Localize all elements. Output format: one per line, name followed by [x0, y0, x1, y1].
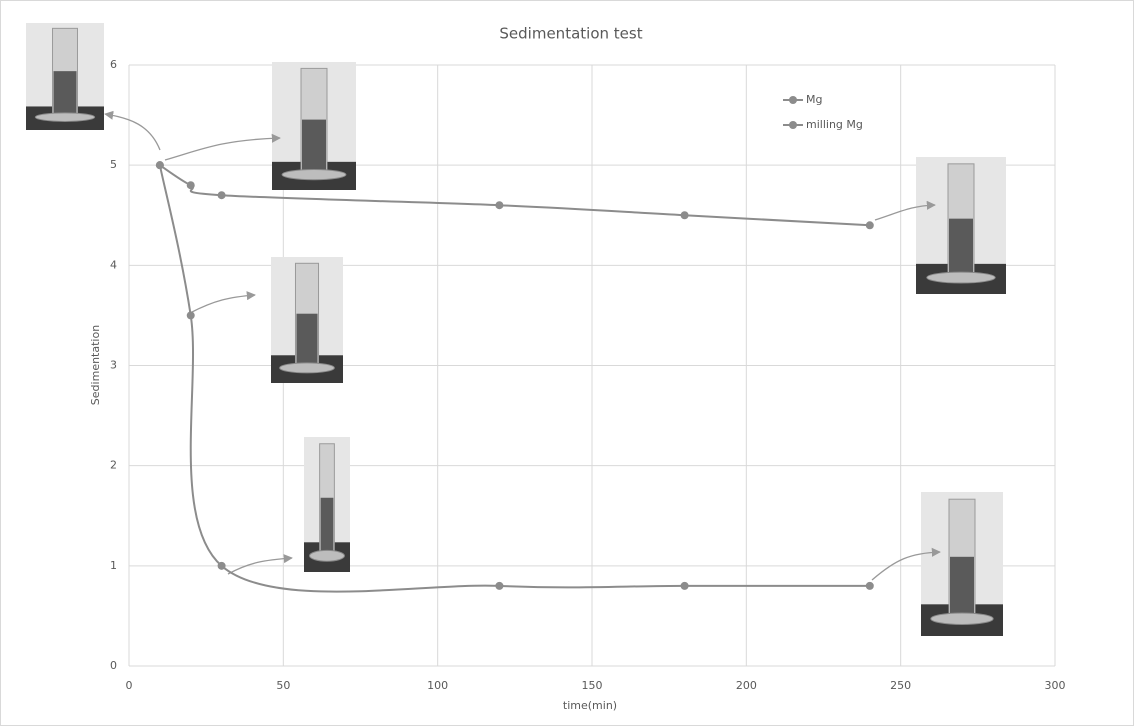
x-axis-label: time(min): [563, 699, 617, 712]
y-tick-label: 5: [110, 158, 117, 171]
sediment: [54, 71, 77, 114]
point: [187, 181, 195, 189]
x-tick-label: 150: [582, 679, 603, 692]
photo: [272, 62, 356, 190]
sediment: [302, 120, 326, 171]
cylinder-base: [310, 550, 345, 561]
legend-label: milling Mg: [806, 118, 863, 131]
point: [218, 562, 226, 570]
cylinder-base: [282, 170, 346, 180]
y-tick-label: 3: [110, 359, 117, 372]
y-tick-label: 6: [110, 58, 117, 71]
cylinder-base: [280, 363, 335, 373]
chart: Sedimentation test time(min) Sedimentati…: [0, 0, 1134, 726]
x-tick-label: 300: [1045, 679, 1066, 692]
x-tick-label: 250: [890, 679, 911, 692]
sediment: [296, 314, 317, 364]
y-tick-label: 1: [110, 559, 117, 572]
chart-title: Sedimentation test: [499, 25, 642, 43]
point: [866, 221, 874, 229]
point: [681, 582, 689, 590]
photo: [26, 23, 104, 130]
cylinder-base: [35, 113, 94, 122]
point: [495, 582, 503, 590]
photo: [304, 437, 350, 572]
x-tick-label: 0: [126, 679, 133, 692]
x-tick-label: 50: [276, 679, 290, 692]
cylinder-base: [931, 613, 993, 625]
point: [218, 191, 226, 199]
point: [495, 201, 503, 209]
x-tick-label: 100: [427, 679, 448, 692]
y-axis-label: Sedimentation: [89, 325, 102, 405]
legend-marker: [789, 121, 797, 129]
y-tick-label: 4: [110, 258, 117, 271]
point: [187, 311, 195, 319]
photo: [271, 257, 343, 383]
cylinder-base: [927, 272, 995, 283]
sediment: [321, 498, 334, 552]
point: [681, 211, 689, 219]
point: [866, 582, 874, 590]
sediment: [949, 219, 973, 274]
y-tick-label: 2: [110, 459, 117, 472]
point: [156, 161, 164, 169]
legend-label: Mg: [806, 93, 822, 106]
sediment: [950, 557, 974, 615]
photo: [916, 157, 1006, 294]
x-tick-label: 200: [736, 679, 757, 692]
y-tick-label: 0: [110, 659, 117, 672]
legend-marker: [789, 96, 797, 104]
photo: [921, 492, 1003, 636]
